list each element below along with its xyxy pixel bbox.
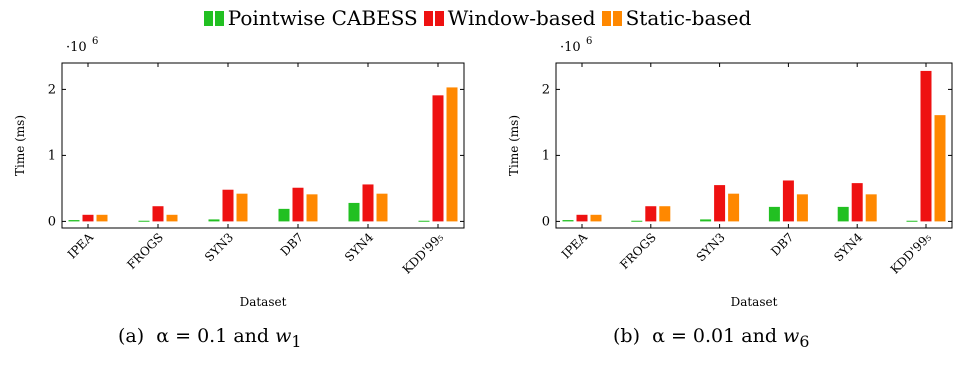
x-tick-label: KDD'99₅ (400, 230, 447, 277)
caption-label: (a) (118, 325, 145, 347)
legend-swatch-red (423, 10, 444, 26)
caption-sub: 6 (799, 331, 810, 351)
bar-pointwise-cabess (837, 206, 849, 222)
bar-static-based (166, 214, 178, 222)
legend-item-pointwise: Pointwise CABESS (203, 6, 418, 30)
x-tick-label: SYN3 (202, 230, 236, 264)
bar-static-based (236, 193, 248, 222)
caption-a: (a) α = 0.1 and w1 (118, 325, 301, 351)
plot-frame (555, 62, 953, 229)
x-tick-label: FROGS (124, 230, 166, 272)
x-axis-label: Dataset (240, 295, 287, 309)
legend: Pointwise CABESS Window-based Static-bas… (0, 3, 955, 33)
bar-pointwise-cabess (631, 220, 643, 222)
x-tick-label: IPEA (65, 230, 97, 262)
x-tick-label: FROGS (617, 230, 659, 272)
x-tick-label: DB7 (278, 230, 306, 258)
bar-window-based (576, 214, 588, 222)
y-tick-label: 2 (542, 82, 550, 97)
x-tick-label: SYN4 (342, 230, 376, 264)
y-tick-label: 0 (542, 214, 550, 229)
x-axis-label: Dataset (731, 295, 778, 309)
bar-window-based (292, 187, 304, 222)
legend-label: Pointwise CABESS (227, 6, 418, 30)
bar-pointwise-cabess (138, 220, 150, 222)
bar-window-based (714, 185, 726, 222)
bar-pointwise-cabess (208, 219, 220, 222)
x-tick-label: SYN3 (694, 230, 728, 264)
x-tick-label: SYN4 (831, 230, 865, 264)
bar-static-based (446, 87, 458, 222)
y-tick-label: 1 (48, 148, 56, 163)
bar-static-based (934, 115, 946, 222)
bar-pointwise-cabess (418, 220, 430, 222)
bar-window-based (432, 95, 444, 222)
bar-static-based (865, 194, 877, 222)
bar-pointwise-cabess (906, 220, 918, 222)
bar-window-based (645, 206, 657, 222)
scale-exponent: 6 (92, 36, 98, 47)
scale-exponent: 6 (586, 36, 592, 47)
bar-pointwise-cabess (278, 208, 290, 222)
y-tick-label: 2 (48, 82, 56, 97)
y-tick-label: 0 (48, 214, 56, 229)
bar-window-based (82, 214, 94, 222)
y-axis-label: Time (ms) (13, 115, 27, 176)
bar-static-based (796, 194, 808, 222)
caption-alpha: α = 0.01 and (652, 325, 784, 347)
bar-window-based (851, 183, 863, 222)
bar-static-based (306, 194, 318, 222)
legend-label: Window-based (447, 6, 596, 30)
x-tick-label: KDD'99₅ (888, 230, 935, 277)
bar-window-based (362, 184, 374, 222)
caption-b: (b) α = 0.01 and w6 (613, 325, 809, 351)
bar-pointwise-cabess (562, 220, 574, 222)
bar-static-based (728, 193, 740, 222)
bar-static-based (659, 206, 671, 222)
caption-w: w (275, 325, 292, 347)
bar-static-based (376, 193, 388, 222)
x-tick-label: DB7 (768, 230, 796, 258)
bar-pointwise-cabess (68, 220, 80, 222)
bar-window-based (152, 206, 164, 222)
x-tick-label: IPEA (559, 230, 591, 262)
bar-window-based (920, 70, 932, 222)
legend-swatch-green (203, 10, 224, 26)
bar-window-based (782, 180, 794, 222)
bar-window-based (222, 189, 234, 222)
bar-pointwise-cabess (700, 219, 712, 222)
bar-static-based (590, 214, 602, 222)
bar-pointwise-cabess (768, 206, 780, 222)
scale-label: ·10 (66, 40, 87, 55)
legend-item-window: Window-based (423, 6, 596, 30)
caption-w: w (783, 325, 800, 347)
y-tick-label: 1 (542, 148, 550, 163)
caption-label: (b) (613, 325, 640, 347)
plot-frame (61, 62, 465, 229)
legend-item-static: Static-based (601, 6, 752, 30)
caption-sub: 1 (291, 331, 302, 351)
y-axis-label: Time (ms) (507, 115, 521, 176)
legend-label: Static-based (625, 6, 752, 30)
caption-alpha: α = 0.1 and (156, 325, 276, 347)
legend-swatch-orange (601, 10, 622, 26)
scale-label: ·10 (560, 40, 581, 55)
bar-static-based (96, 214, 108, 222)
bar-pointwise-cabess (348, 202, 360, 222)
